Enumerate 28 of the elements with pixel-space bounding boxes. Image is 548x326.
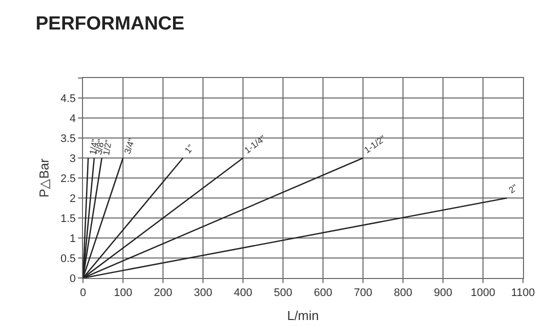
text: 1" [182,142,196,156]
x-tick-label: 200 [154,287,172,300]
x-tick-label: 900 [434,287,452,300]
y-tick-label: 4.5 [60,92,76,105]
y-axis-title: P△Bar [36,158,52,198]
y-tick-label: 0.5 [60,252,76,265]
y-tick-label: 2 [70,192,76,205]
y-tick-label: 4 [70,112,76,125]
x-axis-title: L/min [287,308,319,323]
x-tick-label: 1100 [511,287,535,300]
text: 2" [506,182,520,196]
y-tick-label: 3 [70,152,76,165]
y-tick-label: 0 [70,272,76,285]
chart-title: PERFORMANCE [36,14,184,35]
y-tick-label: 3.5 [60,132,76,145]
x-tick-label: 300 [194,287,212,300]
y-tick-label: 1.5 [60,212,76,225]
y-tick-label: 2.5 [60,172,76,185]
x-tick-label: 600 [314,287,332,300]
y-tick-label: 1 [70,232,76,245]
x-tick-label: 400 [234,287,252,300]
x-tick-label: 700 [354,287,372,300]
x-tick-label: 1000 [470,287,496,300]
x-tick-label: 100 [114,287,132,300]
text: 3/4" [122,137,137,156]
x-tick-label: 800 [394,287,412,300]
x-tick-label: 500 [274,287,292,300]
x-tick-label: 0 [80,287,86,300]
